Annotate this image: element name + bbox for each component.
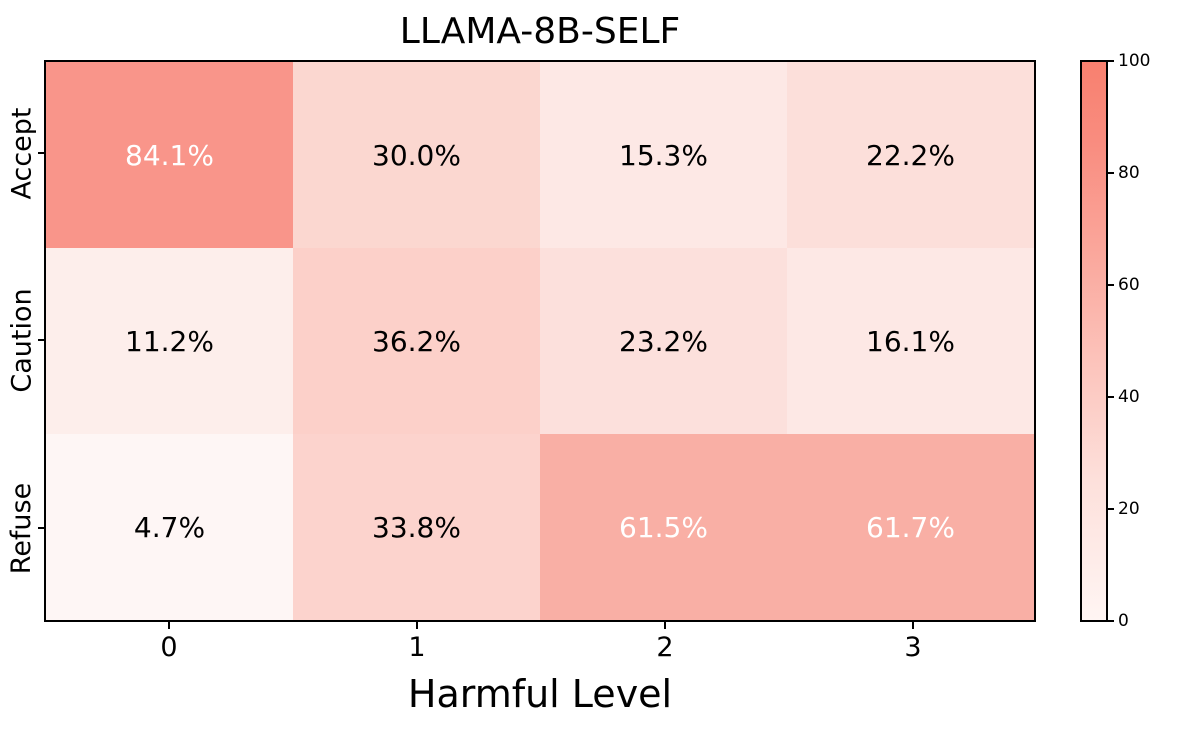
x-axis-title: Harmful Level xyxy=(407,672,673,716)
heatmap-cell: 61.7% xyxy=(787,434,1034,620)
x-tick xyxy=(168,622,170,629)
colorbar-label: 80 xyxy=(1118,163,1140,183)
heatmap-cell: 16.1% xyxy=(787,248,1034,434)
heatmap-cell: 84.1% xyxy=(46,62,293,248)
colorbar-label: 0 xyxy=(1118,611,1129,631)
heatmap-cell: 11.2% xyxy=(46,248,293,434)
y-tick xyxy=(38,152,44,154)
chart-title: LLAMA-8B-SELF xyxy=(399,11,681,52)
x-tick xyxy=(664,622,666,629)
colorbar-tick xyxy=(1108,508,1114,510)
heatmap-cell: 61.5% xyxy=(540,434,787,620)
heatmap-cell: 22.2% xyxy=(787,62,1034,248)
heatmap-cell: 33.8% xyxy=(293,434,540,620)
heatmap-grid: 84.1% 30.0% 15.3% 22.2% 11.2% 36.2% 23.2% 16.1%… xyxy=(44,60,1036,622)
x-label-2: 2 xyxy=(656,632,674,663)
colorbar-tick xyxy=(1108,620,1114,622)
colorbar-label: 20 xyxy=(1118,499,1140,519)
colorbar-tick xyxy=(1108,172,1114,174)
y-tick xyxy=(38,527,44,529)
heatmap-cell: 23.2% xyxy=(540,248,787,434)
x-label-1: 1 xyxy=(408,632,426,663)
colorbar-tick xyxy=(1108,60,1114,62)
y-tick xyxy=(38,339,44,341)
x-tick xyxy=(416,622,418,629)
colorbar-tick xyxy=(1108,284,1114,286)
colorbar xyxy=(1080,60,1108,622)
heatmap-cell: 36.2% xyxy=(293,248,540,434)
colorbar-tick xyxy=(1108,396,1114,398)
colorbar-label: 100 xyxy=(1118,51,1151,71)
x-label-3: 3 xyxy=(904,632,922,663)
colorbar-label: 40 xyxy=(1118,387,1140,407)
x-tick xyxy=(912,622,914,629)
x-label-0: 0 xyxy=(160,632,178,663)
heatmap-cell: 15.3% xyxy=(540,62,787,248)
colorbar-label: 60 xyxy=(1118,275,1140,295)
heatmap-cell: 4.7% xyxy=(46,434,293,620)
heatmap-cell: 30.0% xyxy=(293,62,540,248)
